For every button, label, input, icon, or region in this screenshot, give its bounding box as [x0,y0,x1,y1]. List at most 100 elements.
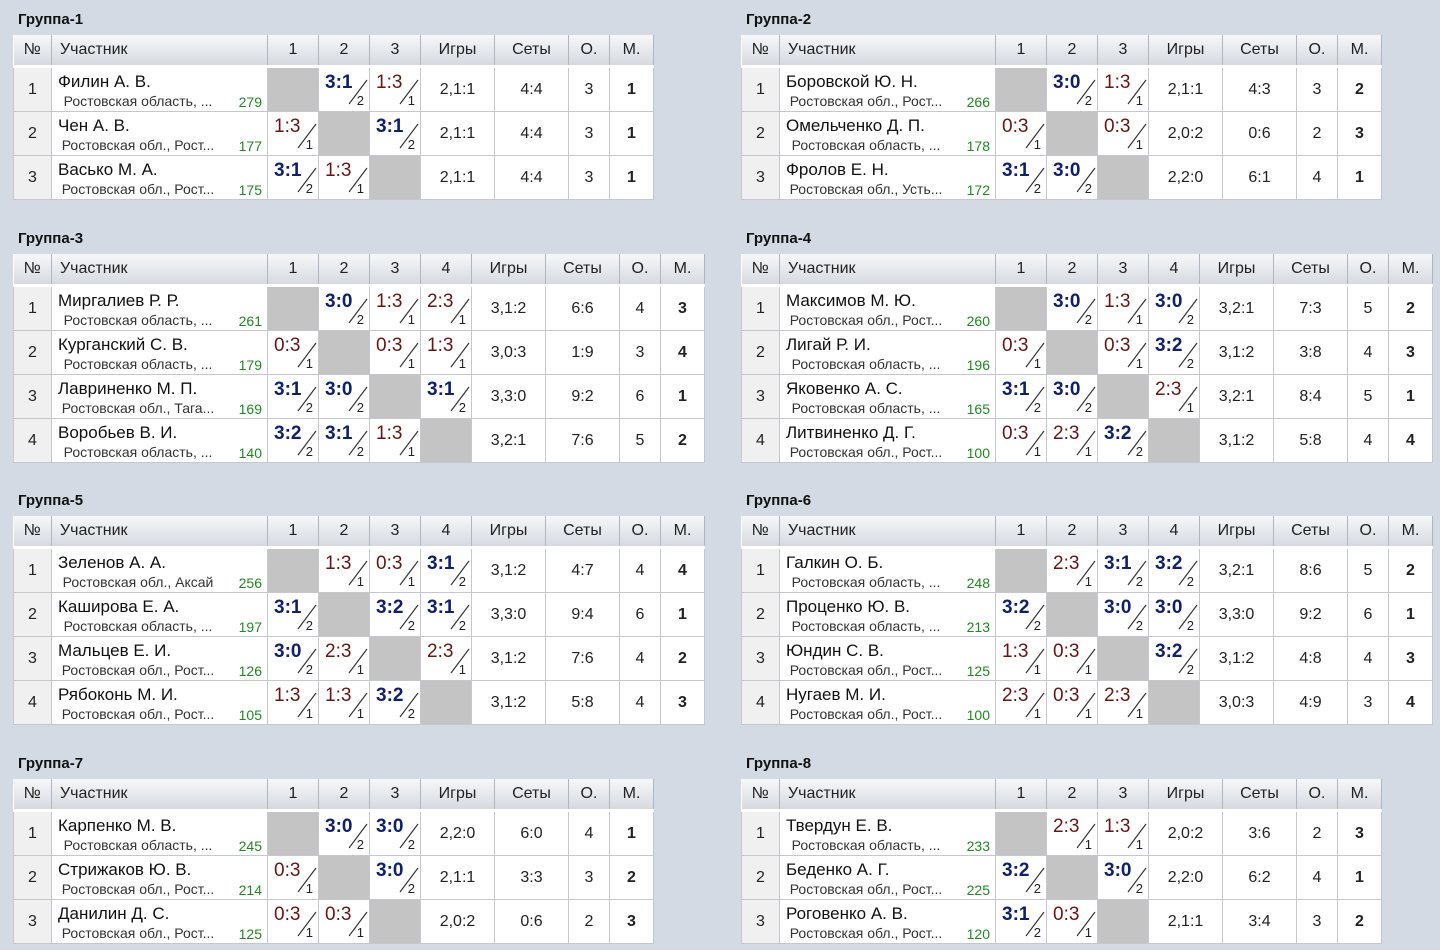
participant-name[interactable]: Галкин О. Б. [786,553,884,572]
participant-cell[interactable]: Филин А. В. Ростовская область, ... 279 [51,65,268,112]
participant-name[interactable]: Лавриненко М. П. [58,379,198,398]
participant-cell[interactable]: Рябоконь М. И. Ростовская обл., Рост... 10… [51,680,268,725]
participant-cell[interactable]: Беденко А. Г. Ростовская обл., Рост... 225 [779,855,996,900]
match-score-cell[interactable]: 1:3 1 [369,418,421,463]
match-score-cell[interactable]: 0:3 1 [1097,111,1149,156]
match-score-cell[interactable]: 0:3 1 [318,899,370,944]
participant-name[interactable]: Яковенко А. С. [786,379,903,398]
participant-cell[interactable]: Стрижаков Ю. В. Ростовская обл., Рост... 2… [51,855,268,900]
participant-cell[interactable]: Максимов М. Ю. Ростовская обл., Рост... 26… [779,284,996,331]
match-score-cell[interactable]: 3:0 2 [1097,855,1149,900]
participant-name[interactable]: Зеленов А. А. [58,553,166,572]
match-score-cell[interactable]: 1:3 1 [1097,809,1149,856]
match-score-cell[interactable]: 3:1 2 [267,155,319,200]
match-score-cell[interactable]: 3:1 2 [369,111,421,156]
match-score-cell[interactable]: 3:0 2 [1046,155,1098,200]
participant-cell[interactable]: Карпенко М. В. Ростовская область, ... 245 [51,809,268,856]
participant-cell[interactable]: Омельченко Д. П. Ростовская область, ... 1… [779,111,996,156]
participant-name[interactable]: Мальцев Е. И. [58,641,172,660]
match-score-cell[interactable]: 2:3 1 [995,680,1047,725]
participant-cell[interactable]: Нугаев М. И. Ростовская обл., Рост... 100 [779,680,996,725]
match-score-cell[interactable]: 2:3 1 [1046,418,1098,463]
match-score-cell[interactable]: 3:1 2 [420,546,472,593]
match-score-cell[interactable]: 1:3 1 [369,284,421,331]
participant-name[interactable]: Данилин Д. С. [58,904,170,923]
participant-name[interactable]: Омельченко Д. П. [786,116,925,135]
participant-cell[interactable]: Васько М. А. Ростовская обл., Рост... 175 [51,155,268,200]
match-score-cell[interactable]: 3:2 2 [267,418,319,463]
participant-cell[interactable]: Яковенко А. С. Ростовская область, ... 165 [779,374,996,419]
match-score-cell[interactable]: 3:0 2 [1046,374,1098,419]
participant-name[interactable]: Проценко Ю. В. [786,597,911,616]
match-score-cell[interactable]: 1:3 1 [318,680,370,725]
participant-name[interactable]: Чен А. В. [58,116,130,135]
participant-name[interactable]: Беденко А. Г. [786,860,890,879]
match-score-cell[interactable]: 1:3 1 [1097,65,1149,112]
participant-cell[interactable]: Лигай Р. И. Ростовская область, ... 196 [779,330,996,375]
match-score-cell[interactable]: 2:3 1 [1046,809,1098,856]
participant-cell[interactable]: Юндин С. В. Ростовская обл., Рост... 125 [779,636,996,681]
match-score-cell[interactable]: 3:2 2 [1148,330,1200,375]
match-score-cell[interactable]: 2:3 1 [1046,546,1098,593]
participant-cell[interactable]: Фролов Е. Н. Ростовская обл., Усть... 172 [779,155,996,200]
match-score-cell[interactable]: 2:3 1 [420,284,472,331]
match-score-cell[interactable]: 3:2 2 [369,592,421,637]
participant-name[interactable]: Рябоконь М. И. [58,685,178,704]
match-score-cell[interactable]: 3:1 2 [267,592,319,637]
match-score-cell[interactable]: 3:1 2 [995,155,1047,200]
participant-name[interactable]: Боровской Ю. Н. [786,72,918,91]
match-score-cell[interactable]: 0:3 1 [1046,680,1098,725]
participant-cell[interactable]: Курганский С. В. Ростовская область, ... 1… [51,330,268,375]
match-score-cell[interactable]: 3:2 2 [1148,636,1200,681]
match-score-cell[interactable]: 3:0 2 [318,374,370,419]
match-score-cell[interactable]: 0:3 1 [369,330,421,375]
participant-cell[interactable]: Роговенко А. В. Ростовская обл., Рост... 1… [779,899,996,944]
participant-name[interactable]: Литвиненко Д. Г. [786,423,916,442]
match-score-cell[interactable]: 3:1 2 [1097,546,1149,593]
match-score-cell[interactable]: 3:2 2 [1097,418,1149,463]
participant-cell[interactable]: Проценко Ю. В. Ростовская область, ... 213 [779,592,996,637]
participant-cell[interactable]: Миргалиев Р. Р. Ростовская область, ... 26… [51,284,268,331]
participant-name[interactable]: Курганский С. В. [58,335,188,354]
participant-name[interactable]: Лигай Р. И. [786,335,871,354]
match-score-cell[interactable]: 3:0 2 [369,809,421,856]
match-score-cell[interactable]: 3:1 2 [995,374,1047,419]
match-score-cell[interactable]: 3:0 2 [267,636,319,681]
participant-name[interactable]: Стрижаков Ю. В. [58,860,192,879]
match-score-cell[interactable]: 1:3 1 [267,111,319,156]
match-score-cell[interactable]: 3:1 2 [995,899,1047,944]
match-score-cell[interactable]: 1:3 1 [369,65,421,112]
match-score-cell[interactable]: 2:3 1 [318,636,370,681]
participant-name[interactable]: Роговенко А. В. [786,904,908,923]
participant-cell[interactable]: Литвиненко Д. Г. Ростовская обл., Рост...… [779,418,996,463]
match-score-cell[interactable]: 1:3 1 [318,155,370,200]
match-score-cell[interactable]: 1:3 1 [1097,284,1149,331]
participant-name[interactable]: Каширова Е. А. [58,597,180,616]
match-score-cell[interactable]: 3:0 2 [1097,592,1149,637]
participant-cell[interactable]: Твердун Е. В. Ростовская область, ... 233 [779,809,996,856]
match-score-cell[interactable]: 1:3 1 [318,546,370,593]
participant-name[interactable]: Васько М. А. [58,160,158,179]
match-score-cell[interactable]: 2:3 1 [1097,680,1149,725]
match-score-cell[interactable]: 0:3 1 [995,111,1047,156]
match-score-cell[interactable]: 1:3 1 [995,636,1047,681]
participant-name[interactable]: Филин А. В. [58,72,151,91]
match-score-cell[interactable]: 3:0 2 [1046,65,1098,112]
match-score-cell[interactable]: 0:3 1 [995,330,1047,375]
participant-cell[interactable]: Чен А. В. Ростовская обл., Рост... 177 [51,111,268,156]
match-score-cell[interactable]: 3:1 2 [318,418,370,463]
participant-cell[interactable]: Мальцев Е. И. Ростовская обл., Рост... 126 [51,636,268,681]
match-score-cell[interactable]: 3:0 2 [1046,284,1098,331]
participant-cell[interactable]: Каширова Е. А. Ростовская область, ... 197 [51,592,268,637]
match-score-cell[interactable]: 0:3 1 [267,899,319,944]
match-score-cell[interactable]: 3:2 2 [995,592,1047,637]
participant-name[interactable]: Карпенко М. В. [58,816,177,835]
participant-cell[interactable]: Воробьев В. И. Ростовская область, ... 140 [51,418,268,463]
participant-name[interactable]: Воробьев В. И. [58,423,178,442]
participant-cell[interactable]: Галкин О. Б. Ростовская область, ... 248 [779,546,996,593]
match-score-cell[interactable]: 0:3 1 [995,418,1047,463]
match-score-cell[interactable]: 0:3 1 [267,855,319,900]
match-score-cell[interactable]: 3:2 2 [995,855,1047,900]
participant-cell[interactable]: Лавриненко М. П. Ростовская обл., Тага...… [51,374,268,419]
participant-name[interactable]: Юндин С. В. [786,641,884,660]
